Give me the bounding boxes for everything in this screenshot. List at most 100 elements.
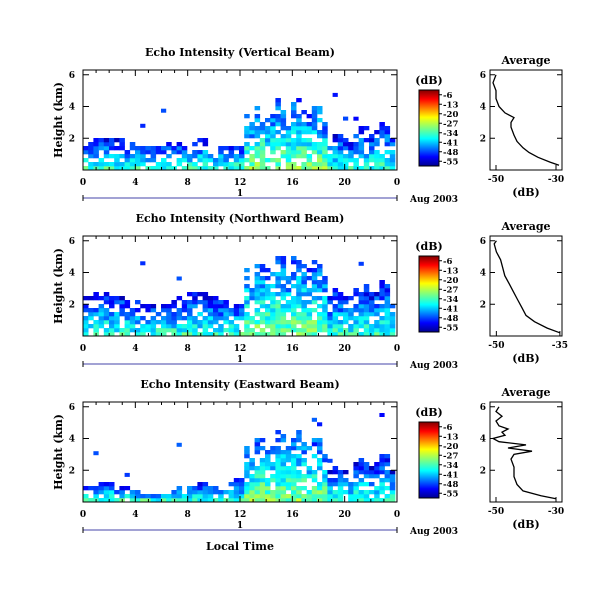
x-tick-label: 8	[185, 178, 191, 188]
profile-x-tick-label: -50	[488, 175, 504, 185]
colorbar-tick-label: -27	[443, 119, 458, 129]
heatmap-field	[83, 92, 396, 171]
profile-x-label: (dB)	[512, 518, 539, 531]
colorbar-tick-label: -34	[443, 461, 458, 471]
panel-title: Echo Intensity (Vertical Beam)	[145, 46, 335, 59]
profile-line	[493, 240, 561, 334]
colorbar-tick-label: -48	[443, 314, 458, 324]
profile-y-tick-label: 6	[480, 237, 486, 247]
profile-x-label: (dB)	[512, 186, 539, 199]
x-tick-label: 20	[338, 344, 351, 354]
colorbar-tick-label: -34	[443, 295, 458, 305]
profile-frame	[489, 401, 563, 503]
colorbar-tick-label: -13	[443, 432, 458, 442]
profile-y-tick-label: 4	[480, 103, 486, 113]
colorbar-tick-label: -27	[443, 451, 458, 461]
day-marker: 1	[237, 521, 243, 531]
colorbar-tick-label: -27	[443, 285, 458, 295]
x-tick-label: 16	[286, 178, 299, 188]
profile-y-tick-label: 4	[480, 435, 486, 445]
profile-y-tick-label: 2	[480, 134, 486, 144]
profile-y-tick-label: 6	[480, 71, 486, 81]
x-tick-label: 8	[185, 344, 191, 354]
x-axis-label: Local Time	[206, 540, 274, 553]
y-axis-label: Height (km)	[52, 414, 65, 490]
y-tick-label: 4	[69, 103, 75, 113]
colorbar-tick-label: -41	[443, 304, 458, 314]
colorbar-tick-label: -13	[443, 266, 458, 276]
panel-title: Echo Intensity (Eastward Beam)	[140, 378, 339, 391]
profile-frame	[489, 235, 563, 337]
x-tick-label: 0	[394, 510, 400, 520]
colorbar-tick-label: -55	[443, 323, 458, 333]
x-tick-label: 12	[234, 178, 247, 188]
colorbar-tick-label: -55	[443, 157, 458, 167]
y-tick-label: 4	[69, 435, 75, 445]
colorbar-tick-label: -20	[443, 442, 458, 452]
profile-title: Average	[500, 220, 550, 233]
x-tick-label: 20	[338, 178, 351, 188]
colorbar-unit: (dB)	[415, 406, 442, 419]
heatmap-field	[83, 413, 396, 503]
profile-y-tick-label: 2	[480, 300, 486, 310]
x-tick-label: 20	[338, 510, 351, 520]
profile-x-tick-label: -50	[488, 341, 504, 351]
profile-title: Average	[500, 54, 550, 67]
colorbar-tick-label: -20	[443, 110, 458, 120]
x-tick-label: 16	[286, 510, 299, 520]
colorbar-tick-label: -20	[443, 276, 458, 286]
panel-title: Echo Intensity (Northward Beam)	[136, 212, 345, 225]
x-tick-label: 0	[80, 178, 86, 188]
x-tick-label: 0	[394, 178, 400, 188]
profile-line	[491, 406, 557, 500]
colorbar-tick-label: -48	[443, 148, 458, 158]
colorbar-tick-label: -13	[443, 100, 458, 110]
x-tick-label: 4	[132, 178, 138, 188]
chart-panel-1: Echo Intensity (Northward Beam) 0 4 8 12 1 6 20…	[52, 212, 568, 371]
x-tick-label: 4	[132, 344, 138, 354]
profile-y-tick-label: 4	[480, 269, 486, 279]
chart-panel-2: Echo Intensity (Eastward Beam)0 4 8 12 16 20 0…	[52, 378, 564, 553]
x-tick-label: 4	[132, 510, 138, 520]
day-marker: 1	[237, 355, 243, 365]
x-tick-label: 12	[234, 344, 247, 354]
colorbar-unit: (dB)	[415, 74, 442, 87]
y-tick-label: 6	[69, 71, 75, 81]
profile-x-tick-label: -50	[488, 507, 504, 517]
date-label: Aug 2003	[409, 195, 458, 205]
profile-y-tick-label: 2	[480, 466, 486, 476]
colorbar	[418, 255, 440, 333]
colorbar	[418, 421, 440, 499]
colorbar-tick-label: -41	[443, 138, 458, 148]
profile-title: Average	[500, 386, 550, 399]
x-tick-label: 12	[234, 510, 247, 520]
y-axis-label: Height (km)	[52, 248, 65, 324]
profile-y-tick-label: 6	[480, 403, 486, 413]
heatmap-field	[83, 256, 396, 337]
colorbar-tick-label: -55	[443, 489, 458, 499]
y-tick-label: 2	[69, 466, 75, 476]
colorbar-tick-label: -6	[443, 91, 453, 101]
profile-line	[492, 74, 560, 166]
y-tick-label: 6	[69, 403, 75, 413]
colorbar-tick-label: -41	[443, 470, 458, 480]
x-tick-label: 0	[394, 344, 400, 354]
y-tick-label: 6	[69, 237, 75, 247]
profile-x-tick-label: -35	[552, 341, 568, 351]
date-label: Aug 2003	[409, 361, 458, 371]
y-axis-label: Height (km)	[52, 82, 65, 158]
x-tick-label: 8	[185, 510, 191, 520]
colorbar-unit: (dB)	[415, 240, 442, 253]
y-tick-label: 2	[69, 300, 75, 310]
profile-x-tick-label: -30	[548, 175, 564, 185]
colorbar-tick-label: -6	[443, 423, 453, 433]
colorbar-tick-label: -6	[443, 257, 453, 267]
date-label: Aug 2003	[409, 527, 458, 537]
profile-x-label: (dB)	[512, 352, 539, 365]
profile-x-tick-label: -30	[548, 507, 564, 517]
colorbar-tick-label: -34	[443, 129, 458, 139]
colorbar	[418, 89, 440, 167]
x-tick-label: 0	[80, 510, 86, 520]
